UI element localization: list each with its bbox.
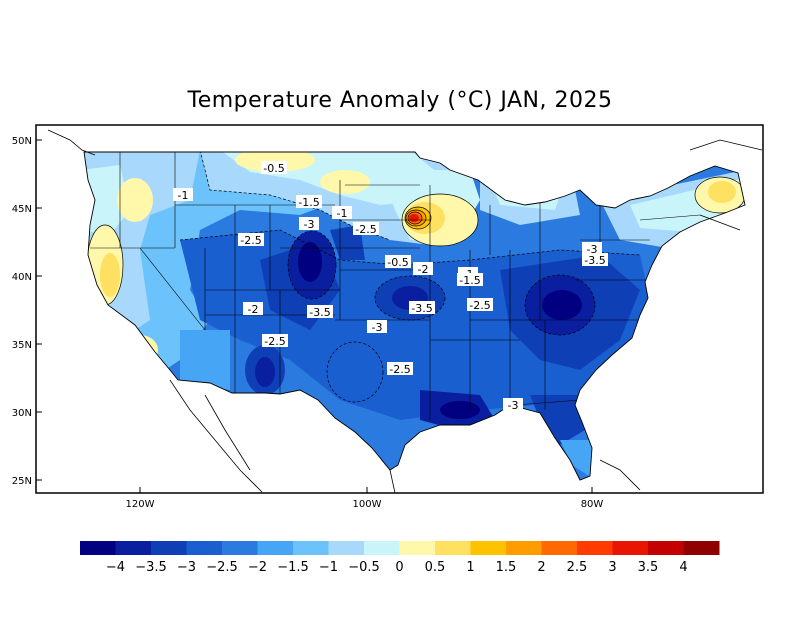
colorbar-label: −4 (106, 560, 125, 575)
svg-text:-2.5: -2.5 (469, 299, 490, 312)
colorbar-swatch (399, 541, 436, 555)
colorbar-swatch (683, 541, 720, 555)
lat-label-40n: 40N (12, 272, 32, 283)
lat-label-25n: 25N (12, 476, 32, 487)
colorbar-swatch (541, 541, 578, 555)
lat-label-30n: 30N (12, 408, 32, 419)
colorbar-label: 3 (608, 560, 616, 575)
colorbar-label: −1.5 (277, 560, 309, 575)
colorbar-label: −1 (319, 560, 338, 575)
svg-text:-3.5: -3.5 (309, 306, 330, 319)
contour-label: -0.5 (385, 255, 411, 269)
contour-label: -3.5 (582, 253, 608, 267)
svg-text:-3: -3 (508, 399, 519, 412)
svg-text:-1.5: -1.5 (298, 196, 319, 209)
svg-text:-1.5: -1.5 (459, 274, 480, 287)
contour-label-group: -0.5 -1 -1.5 -1 -3 -2.5 -2.5 -0.5 -2 -1 … (173, 161, 608, 412)
contour-label: -1 (332, 206, 352, 220)
contour-label: -0.5 (261, 161, 287, 175)
lat-label-45n: 45N (12, 204, 32, 215)
colorbar-swatch (328, 541, 365, 555)
svg-text:-0.5: -0.5 (263, 162, 284, 175)
colorbar-swatch (470, 541, 507, 555)
svg-text:-2: -2 (418, 263, 429, 276)
neighbor-coastlines (47, 129, 763, 494)
colorbar-swatch (612, 541, 649, 555)
contour-label: -1.5 (296, 195, 322, 209)
colorbar: −4 −3.5 −3 −2.5 −2 −1.5 −1 −0.5 0 0.5 1 1.5 2 2.5 3 3.5… (80, 541, 720, 575)
colorbar-swatch (648, 541, 684, 555)
contour-label: -3 (299, 217, 319, 231)
lon-label-120w: 120W (126, 499, 155, 510)
colorbar-swatch (577, 541, 613, 555)
colorbar-swatch (80, 541, 116, 555)
colorbar-label: 1 (466, 560, 474, 575)
contour-label: -3.5 (307, 305, 333, 319)
svg-text:-3: -3 (304, 218, 315, 231)
contour-label: -1.5 (457, 273, 483, 287)
colorbar-label: −2.5 (206, 560, 238, 575)
colorbar-label: 1.5 (496, 560, 517, 575)
colorbar-label: −2 (248, 560, 267, 575)
colorbar-label: −3.5 (135, 560, 167, 575)
lon-label-80w: 80W (581, 499, 604, 510)
svg-text:-3: -3 (587, 243, 598, 256)
colorbar-label: −0.5 (348, 560, 380, 575)
map-title: Temperature Anomaly (°C) JAN, 2025 (187, 88, 613, 113)
svg-text:-2.5: -2.5 (264, 335, 285, 348)
colorbar-swatch (222, 541, 258, 555)
svg-text:-2.5: -2.5 (389, 363, 410, 376)
contour-label: -2.5 (353, 222, 379, 236)
contour-label: -2 (413, 262, 433, 276)
colorbar-label: 4 (679, 560, 687, 575)
contour-label: -2 (243, 302, 263, 316)
svg-text:-0.5: -0.5 (387, 256, 408, 269)
svg-text:-3.5: -3.5 (584, 254, 605, 267)
lon-label-100w: 100W (353, 499, 382, 510)
svg-text:-3: -3 (372, 321, 383, 334)
colorbar-swatch (435, 541, 471, 555)
contour-label: -3 (503, 398, 523, 412)
svg-text:-2.5: -2.5 (240, 234, 261, 247)
colorbar-label: 0.5 (425, 560, 446, 575)
colorbar-swatch (257, 541, 294, 555)
contour-label: -2.5 (262, 334, 288, 348)
lon-axis: 120W 100W 80W (126, 487, 604, 510)
contour-label: -3 (582, 242, 602, 256)
lat-axis: 50N 45N 40N 35N 30N 25N (12, 136, 42, 487)
contour-label: -3 (367, 320, 387, 334)
conus-outline (83, 151, 746, 481)
contour-label: -3.5 (409, 301, 435, 315)
colorbar-label: 2 (537, 560, 545, 575)
colorbar-label: −3 (177, 560, 196, 575)
svg-text:-1: -1 (337, 207, 348, 220)
svg-text:-1: -1 (178, 189, 189, 202)
lat-label-35n: 35N (12, 340, 32, 351)
contour-label: -2.5 (467, 298, 493, 312)
svg-text:-3.5: -3.5 (411, 302, 432, 315)
contour-label: -2.5 (387, 362, 413, 376)
colorbar-swatch (186, 541, 223, 555)
colorbar-label: 2.5 (567, 560, 588, 575)
contour-label: -2.5 (238, 233, 264, 247)
lat-label-50n: 50N (12, 136, 32, 147)
colorbar-swatch (293, 541, 329, 555)
svg-text:-2: -2 (248, 303, 259, 316)
colorbar-swatch (115, 541, 152, 555)
svg-text:-2.5: -2.5 (355, 223, 376, 236)
contour-label: -1 (173, 188, 193, 202)
colorbar-swatch (364, 541, 400, 555)
colorbar-label: 3.5 (638, 560, 659, 575)
colorbar-swatch (151, 541, 187, 555)
colorbar-label: 0 (395, 560, 403, 575)
colorbar-swatch (506, 541, 542, 555)
